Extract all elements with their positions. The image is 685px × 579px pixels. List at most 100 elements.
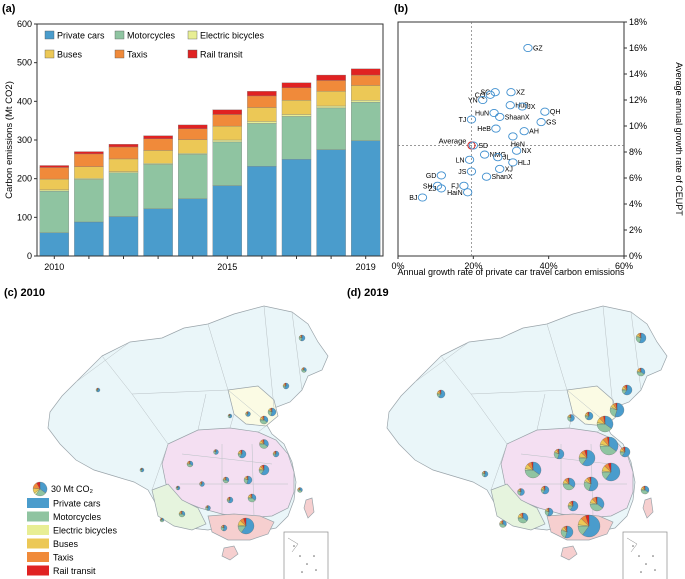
scatter-point — [485, 90, 495, 99]
scatter-point — [489, 108, 499, 118]
bar-segment-rail-transit — [316, 74, 346, 81]
inset-coast — [287, 537, 299, 553]
scatter-point — [536, 118, 546, 127]
pie-marker — [32, 481, 48, 497]
pie-marker — [297, 487, 303, 493]
pie-slice — [582, 514, 601, 538]
point-label: FJ — [451, 183, 459, 190]
south-china-sea-inset — [622, 531, 668, 579]
scatter-point — [466, 115, 477, 124]
map-legend-swatch — [27, 552, 49, 562]
point-label: SC — [480, 90, 490, 97]
pie-marker — [159, 517, 165, 523]
scatter-point — [417, 193, 428, 202]
inset-island — [652, 555, 654, 557]
province-border — [291, 311, 303, 391]
pie-slice — [225, 476, 227, 481]
y-tick-label: 500 — [17, 58, 32, 68]
pie-slice — [603, 415, 606, 425]
legend-label: Motorcycles — [127, 31, 176, 41]
taiwan-island — [642, 497, 654, 519]
pie-slice — [586, 411, 594, 421]
bar-segment-rail-transit — [39, 165, 69, 168]
bar-segment-buses — [247, 107, 277, 122]
inset-island — [293, 545, 295, 547]
scatter-point — [478, 95, 488, 105]
bar-segment-motorcycles — [178, 154, 208, 199]
bar-segment-motorcycles — [212, 141, 242, 186]
bar-segment-rail-transit — [212, 109, 242, 115]
pie-marker — [220, 524, 228, 532]
pie-marker — [259, 415, 269, 425]
pie-slice — [614, 402, 625, 418]
pie-marker — [186, 460, 194, 468]
legend-swatch — [44, 49, 55, 59]
legend-label: Taxis — [127, 50, 148, 60]
pie-slice — [97, 387, 99, 391]
legend-swatch — [44, 30, 55, 40]
bar-segment-taxis — [212, 114, 242, 127]
pie-slice — [605, 462, 621, 482]
pie-marker — [499, 520, 507, 528]
y-tick-label: 4% — [629, 199, 642, 209]
bar-segment-electric-bicycles — [39, 189, 69, 192]
pie-slice — [640, 367, 642, 373]
y-tick-label: 600 — [17, 19, 32, 29]
y-tick-label: 0 — [27, 251, 32, 261]
province-border — [75, 341, 131, 383]
taiwan-island — [303, 497, 315, 519]
pie-marker — [589, 496, 605, 512]
pie-marker — [562, 477, 576, 491]
x-tick-label: 40% — [540, 261, 558, 271]
pie-slice — [639, 332, 642, 339]
bar-segment-rail-transit — [74, 151, 104, 155]
y-tick-label: 100 — [17, 212, 32, 222]
province-border — [229, 413, 235, 429]
pie-slice — [301, 334, 303, 339]
pie-slice — [201, 481, 203, 485]
y-tick-label: 8% — [629, 147, 642, 157]
bar-segment-taxis — [143, 138, 173, 151]
bar-segment-taxis — [178, 128, 208, 140]
pie-slice — [241, 517, 255, 535]
point-label: HuB — [515, 103, 529, 110]
province-border — [414, 341, 470, 383]
bar-segment-taxis — [108, 146, 139, 160]
pie-marker — [258, 464, 270, 476]
pie-marker — [436, 389, 446, 399]
legend-swatch — [187, 49, 198, 59]
point-label: HaiN — [447, 190, 463, 197]
pie-marker — [95, 387, 101, 393]
pie-slice — [615, 402, 618, 411]
region-southwest — [490, 483, 546, 531]
pie-slice — [181, 510, 183, 515]
pie-marker — [524, 461, 542, 479]
scatter-point — [491, 124, 501, 133]
pie-marker — [636, 367, 646, 377]
bar-segment-motorcycles — [281, 116, 312, 160]
pie-slice — [274, 450, 277, 455]
bar-segment-rail-transit — [178, 124, 208, 129]
scatter-point — [511, 146, 522, 155]
bar-segment-taxis — [281, 87, 312, 101]
scatter-point — [479, 150, 490, 159]
pie-marker — [567, 414, 575, 422]
scatter-point — [463, 188, 473, 197]
pie-slice — [247, 475, 249, 481]
pie-marker — [640, 485, 650, 495]
bar-segment-motorcycles — [351, 101, 381, 141]
pie-slice — [587, 411, 590, 417]
pie-marker — [247, 493, 257, 503]
map-legend-label: Buses — [53, 539, 79, 549]
province-border — [546, 323, 568, 391]
pie-slice — [548, 507, 550, 513]
point-label: LN — [456, 157, 465, 164]
point-label: YN — [468, 98, 478, 105]
bar-segment-electric-bicycles — [178, 152, 208, 155]
bar-segment-private-cars — [281, 159, 312, 257]
scatter-point — [506, 88, 516, 97]
scatter-chart: (b) 0% 20% 40% 60%0%2%4%6%8%10%12%14%16%18%… — [391, 3, 684, 277]
pie-slice — [571, 500, 574, 507]
pie-slice — [251, 493, 253, 499]
bar-segment-buses — [39, 178, 69, 191]
